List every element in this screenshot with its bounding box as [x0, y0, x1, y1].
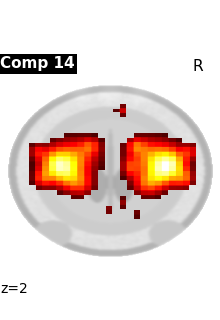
Text: R: R: [192, 59, 203, 74]
Text: z=2: z=2: [0, 282, 28, 296]
Text: Comp 14: Comp 14: [0, 56, 75, 71]
